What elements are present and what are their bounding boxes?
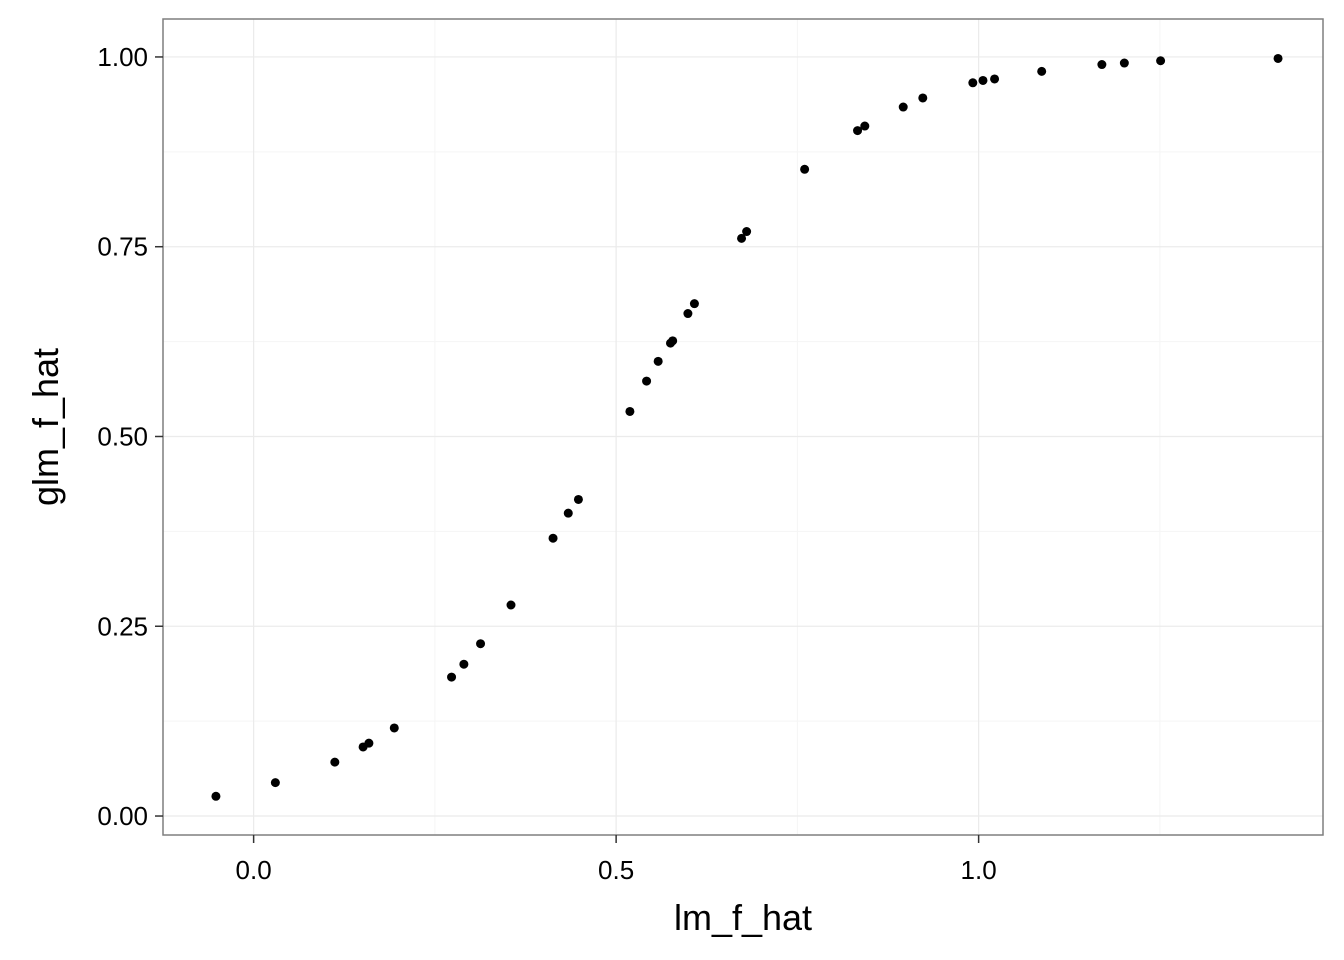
x-axis-ticks: 0.0 0.5 1.0	[236, 835, 997, 885]
data-point	[668, 336, 678, 346]
y-axis-title: glm_f_hat	[25, 348, 66, 506]
data-point	[737, 233, 747, 243]
x-tick-label: 0.5	[598, 855, 634, 885]
data-points	[211, 53, 1283, 801]
x-tick-label: 1.0	[961, 855, 997, 885]
major-gridlines	[163, 19, 1323, 835]
data-point	[853, 126, 863, 136]
data-point	[1273, 53, 1283, 63]
data-point	[389, 723, 399, 733]
data-point	[683, 309, 693, 319]
data-point	[642, 376, 652, 386]
data-point	[625, 406, 635, 416]
data-point	[653, 356, 663, 366]
data-point	[800, 164, 810, 174]
x-axis-title: lm_f_hat	[674, 897, 812, 938]
panel-border	[162, 18, 1324, 836]
data-point	[1119, 58, 1129, 68]
data-point	[364, 738, 374, 748]
y-axis-ticks: 0.00 0.25 0.50 0.75 1.00	[97, 42, 163, 831]
data-point	[968, 78, 978, 88]
data-point	[211, 791, 221, 801]
data-point	[548, 533, 558, 543]
data-point	[573, 494, 583, 504]
data-point	[270, 778, 280, 788]
data-point	[476, 639, 486, 649]
data-point	[459, 659, 469, 669]
y-tick-label: 1.00	[97, 42, 148, 72]
data-point	[330, 757, 340, 767]
y-tick-label: 0.50	[97, 421, 148, 451]
minor-gridlines	[163, 19, 1323, 835]
data-point	[1156, 56, 1166, 66]
data-point	[860, 121, 870, 131]
y-tick-label: 0.00	[97, 801, 148, 831]
data-point	[1097, 60, 1107, 70]
x-tick-label: 0.0	[236, 855, 272, 885]
y-tick-label: 0.25	[97, 611, 148, 641]
data-point	[563, 508, 573, 518]
data-point	[506, 600, 516, 610]
data-point	[978, 75, 988, 85]
data-point	[918, 93, 928, 103]
data-point	[447, 672, 457, 682]
data-point	[1037, 66, 1047, 76]
data-point	[689, 299, 699, 309]
data-point	[990, 74, 1000, 84]
data-point	[742, 227, 752, 237]
data-point	[898, 102, 908, 112]
y-tick-label: 0.75	[97, 232, 148, 262]
